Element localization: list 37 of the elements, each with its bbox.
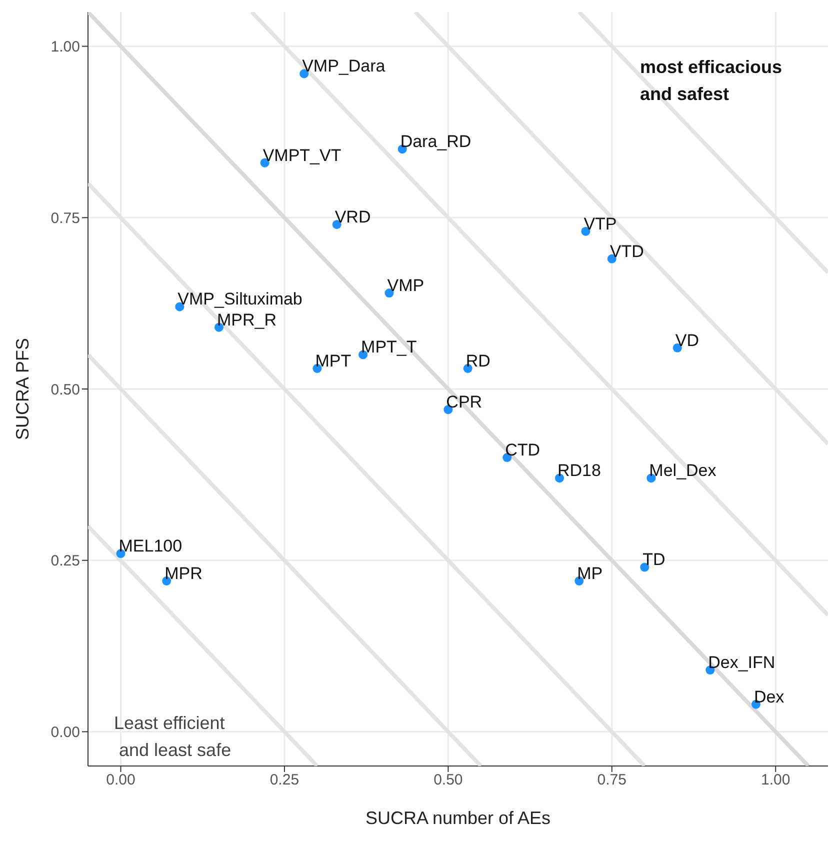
series-label: TD	[642, 550, 666, 570]
x-tick-label: 0.50	[434, 772, 463, 789]
series-label: Dex	[754, 687, 785, 706]
series-label: VRD	[334, 207, 371, 226]
y-tick-label: 1.00	[50, 38, 80, 56]
series-label: MPR_R	[216, 310, 276, 330]
series-label: MPT_T	[361, 338, 417, 357]
x-axis-title: SUCRA number of AEs	[365, 808, 551, 828]
x-tick-label: 0.25	[270, 772, 300, 789]
x-tick-label: 1.00	[761, 772, 790, 789]
series-label: MEL100	[118, 536, 182, 556]
series-label: VMP	[387, 276, 424, 296]
y-tick-label: 0.75	[50, 210, 80, 227]
annotation: most efficacious and safest	[640, 56, 782, 106]
series-label: CPR	[446, 392, 482, 412]
series-label: Dex_IFN	[708, 653, 776, 672]
series-label: RD	[466, 351, 490, 370]
series-label: VMP_Siltuximab	[178, 290, 302, 309]
y-tick-label: 0.50	[50, 381, 80, 398]
y-tick-label: 0.25	[50, 552, 80, 570]
series-label: VTP	[584, 214, 617, 234]
series-label: Mel_Dex	[649, 461, 717, 480]
series-label: VD	[675, 330, 700, 350]
series-label: VMPT_VT	[262, 146, 342, 165]
series-label: MP	[577, 564, 603, 583]
annotation: Least efficient and least safe	[114, 712, 232, 762]
x-tick-label: 0.00	[106, 772, 136, 789]
series-label: RD18	[558, 461, 601, 480]
series-label: VMP_Dara	[302, 56, 386, 76]
series-label: Dara_RD	[400, 132, 472, 152]
x-tick-label: 0.75	[597, 772, 626, 789]
series-label: VTD	[610, 242, 644, 261]
series-label: MPT	[315, 351, 352, 370]
series-label: MPR	[164, 564, 202, 583]
series-label: CTD	[505, 440, 540, 460]
y-axis-title: SUCRA PFS	[12, 338, 32, 440]
y-tick-label: 0.00	[50, 724, 80, 742]
